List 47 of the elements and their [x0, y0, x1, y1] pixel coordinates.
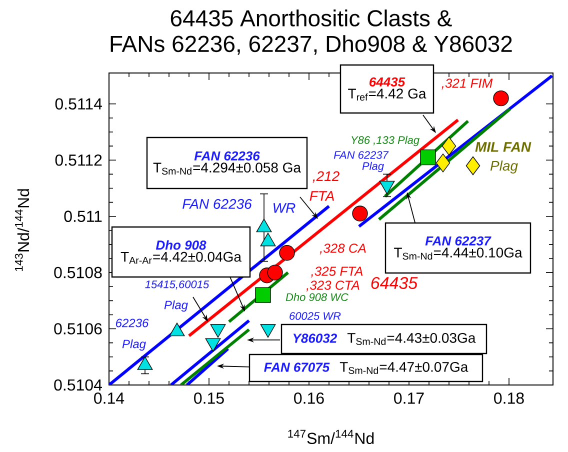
- annotation: Plag: [362, 162, 384, 172]
- annotation: T$_{ref}$=4.42 Ga: [348, 88, 426, 101]
- x-tick-label: 0.17: [394, 392, 424, 404]
- annotation: Plag: [164, 300, 188, 312]
- y-tick-label: 0.511: [64, 210, 102, 222]
- annotation: Dho 908: [156, 240, 206, 250]
- annotation: T$_{Sm-Nd}$=4.43±0.03Ga: [347, 332, 476, 345]
- annotation: FAN 62236: [182, 199, 252, 209]
- y-axis-title: $^{143}$Nd/$^{144}$Nd: [14, 189, 30, 272]
- annotation: FAN 62237: [425, 236, 492, 246]
- annotation: Y86032: [293, 334, 337, 343]
- annotation: ,325 FTA: [310, 266, 363, 278]
- annotation: T$_{Sm-Nd}$=4.44±0.10Ga: [394, 248, 522, 260]
- x-tick-label: 0.14: [94, 392, 124, 404]
- annotation: T$_{Ar-Ar}$=4.42±0.04Ga: [120, 252, 242, 264]
- x-tick-label: 0.16: [294, 392, 324, 404]
- annotation: WR: [274, 203, 296, 213]
- annotation: Y86 ,133 Plag: [352, 136, 420, 146]
- x-axis-title: $^{147}$Sm/$^{144}$Nd: [288, 430, 374, 444]
- annotation: Plag: [490, 160, 518, 174]
- y-tick-label: 0.5114: [55, 98, 102, 110]
- annotation: T$_{Sm-Nd}$=4.47±0.07Ga: [340, 362, 468, 374]
- annotation: FAN 67075: [264, 362, 330, 372]
- annotation: FAN 62237: [334, 151, 389, 159]
- y-tick-label: 0.5108: [54, 266, 102, 278]
- x-tick-label: 0.18: [494, 392, 524, 404]
- annotation: FTA: [310, 191, 334, 201]
- annotation: ,328 CA: [320, 244, 366, 254]
- chart-title: 64435 Anorthositic Clasts &: [170, 10, 452, 26]
- annotation: ,321 FIM: [442, 78, 493, 90]
- y-tick-label: 0.5112: [55, 154, 102, 166]
- x-tick-label: 0.15: [194, 392, 224, 404]
- annotation: Dho 908 WC: [286, 292, 349, 302]
- annotation: ,212: [312, 171, 340, 183]
- annotation: 64435: [371, 276, 418, 290]
- y-tick-label: 0.5106: [54, 323, 102, 334]
- chart-subtitle: FANs 62236, 62237, Dho908 & Y86032: [110, 35, 512, 55]
- annotation: 15415,60015: [145, 280, 210, 290]
- annotation: 62236: [116, 318, 149, 328]
- annotation: Plag: [122, 339, 146, 351]
- annotation: MIL FAN: [475, 142, 532, 152]
- annotation: FAN 62236: [194, 151, 260, 161]
- annotation: 64435: [370, 77, 406, 87]
- annotation: 60025 WR: [290, 312, 341, 320]
- annotation: ,323 CTA: [306, 280, 360, 292]
- annotation: T$_{Sm-Nd}$=4.294±0.058 Ga: [153, 162, 302, 175]
- y-tick-label: 0.5104: [54, 379, 102, 391]
